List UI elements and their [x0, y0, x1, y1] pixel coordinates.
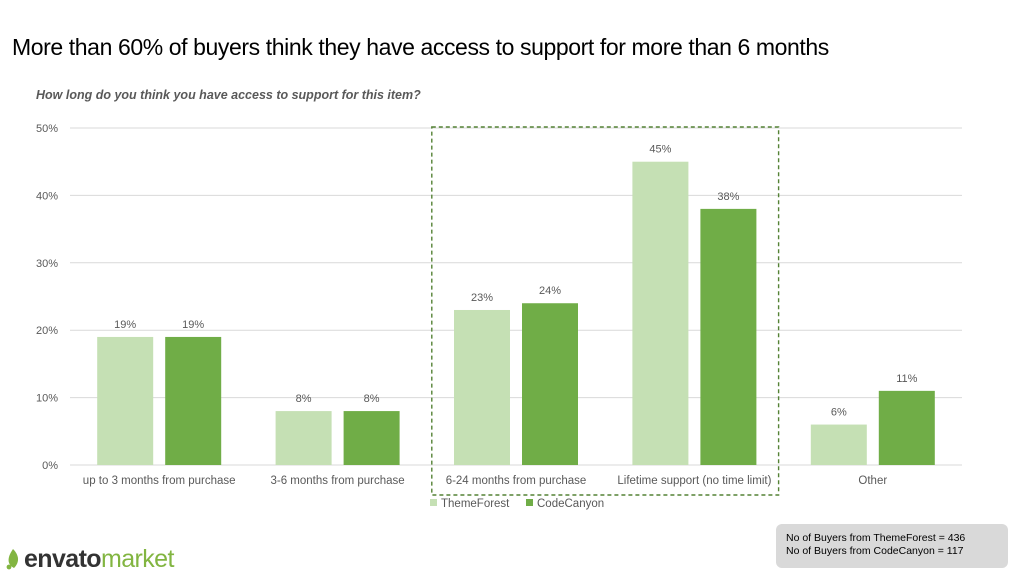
bar: [343, 411, 400, 465]
buyer-count-note: No of Buyers from ThemeForest = 436 No o…: [776, 524, 1008, 568]
legend-label: ThemeForest: [441, 498, 510, 510]
bar: [810, 424, 867, 465]
data-label: 38%: [717, 191, 739, 203]
category-label: Other: [858, 475, 887, 487]
data-label: 6%: [831, 407, 847, 419]
data-label: 23%: [471, 292, 493, 304]
bar: [165, 336, 222, 465]
chart-title: How long do you think you have access to…: [36, 88, 421, 102]
bar: [700, 208, 757, 465]
logo-text-market: market: [100, 545, 174, 573]
category-label: 3-6 months from purchase: [270, 475, 404, 487]
leaf-icon: [6, 549, 19, 570]
bar: [97, 336, 154, 465]
note-line-codecanyon: No of Buyers from CodeCanyon = 117: [786, 545, 964, 557]
logo-text-envato: envato: [24, 545, 102, 573]
note-line-themeforest: No of Buyers from ThemeForest = 436: [786, 532, 966, 544]
y-tick-label: 40%: [36, 190, 58, 202]
bar: [878, 390, 935, 465]
data-label: 45%: [649, 144, 671, 156]
bar: [522, 303, 578, 465]
y-tick-label: 20%: [36, 325, 58, 337]
legend-swatch: [526, 499, 533, 506]
envato-market-logo: envatomarket: [4, 544, 174, 574]
legend-swatch: [430, 499, 437, 506]
category-label: Lifetime support (no time limit): [617, 475, 771, 487]
page-title: More than 60% of buyers think they have …: [12, 34, 829, 60]
data-label: 19%: [182, 319, 204, 331]
bar: [454, 309, 510, 465]
y-tick-label: 10%: [36, 393, 58, 405]
bar: [632, 161, 689, 465]
bar: [275, 411, 332, 465]
category-label: 6-24 months from purchase: [446, 475, 587, 487]
data-label: 11%: [896, 373, 917, 385]
data-label: 8%: [296, 393, 312, 405]
data-label: 8%: [364, 393, 380, 405]
data-label: 19%: [114, 319, 136, 331]
y-tick-label: 0%: [42, 460, 58, 472]
y-tick-label: 30%: [36, 258, 58, 270]
data-label: 24%: [539, 285, 561, 297]
category-label: up to 3 months from purchase: [83, 475, 236, 487]
y-tick-label: 50%: [36, 123, 58, 135]
legend-label: CodeCanyon: [537, 498, 604, 510]
